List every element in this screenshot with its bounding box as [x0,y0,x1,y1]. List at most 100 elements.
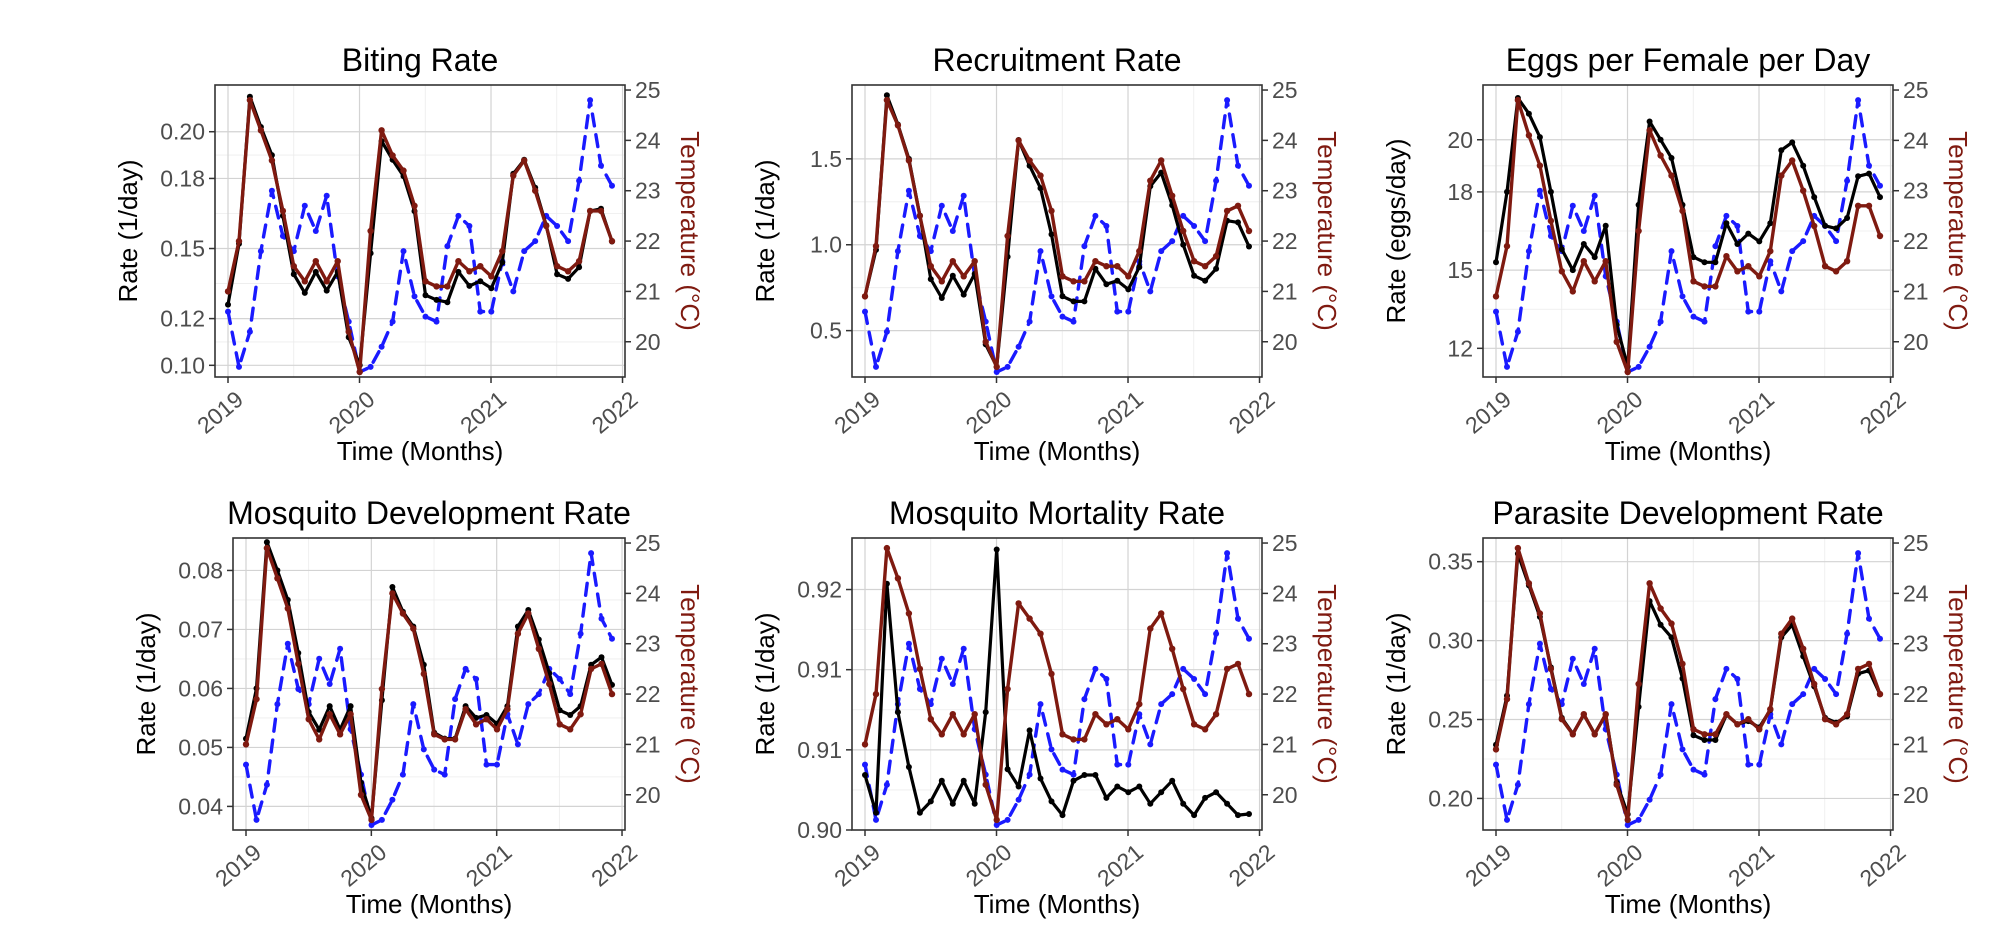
data-point [1635,816,1642,823]
y2-tick-label: 23 [635,178,661,204]
data-point [1679,746,1686,753]
data-point [1147,800,1154,807]
data-point [1756,726,1763,733]
data-point [483,761,490,768]
data-point [1103,263,1110,270]
data-point [1493,761,1499,768]
data-point [1767,220,1774,227]
y-tick-label: 0.90 [797,817,842,843]
y2-tick-label: 24 [1903,580,1929,606]
data-point [1212,711,1220,718]
data-point [1224,97,1231,104]
x-tick-label: 2022 [1855,386,1911,439]
data-point [1745,308,1752,315]
data-point [1767,258,1774,265]
data-point [1690,254,1697,261]
y2-tick-label: 22 [635,681,661,707]
data-point [862,308,868,315]
data-point [441,736,448,743]
data-point [960,731,967,738]
data-point [477,278,484,285]
data-point [567,691,574,698]
data-point [1070,777,1077,784]
data-point [472,721,480,728]
data-point [1558,268,1566,275]
data-point [514,741,521,748]
data-point [1536,134,1543,141]
data-point [1811,665,1818,672]
data-point [326,681,333,687]
data-point [367,363,374,370]
data-point [1504,188,1510,195]
data-point [1657,621,1664,628]
data-point [1191,676,1198,682]
data-point [916,233,923,239]
data-point [1191,272,1198,279]
data-point [295,660,302,668]
data-point [312,258,319,265]
data-point [378,685,386,693]
data-point [916,686,923,692]
y-tick-label: 0.20 [160,119,205,145]
data-point [960,192,967,199]
data-point [466,223,473,229]
data-point [1015,137,1022,144]
data-point [535,645,542,652]
x-tick-label: 2020 [961,386,1017,439]
data-point [1778,630,1785,637]
data-point [1547,217,1555,225]
data-point [588,550,595,557]
data-point [1635,680,1642,688]
chart-title: Biting Rate [342,42,499,78]
data-point [1180,212,1187,219]
data-point [1026,615,1033,622]
data-point [1147,741,1154,748]
data-point [444,299,451,306]
data-point [927,716,934,723]
data-point [1246,182,1252,189]
series-line-temperature [1494,98,1882,374]
plot-background [1483,538,1893,830]
x-tick-label: 2019 [829,839,885,892]
plot-frame [1482,84,1894,378]
data-point [521,157,528,164]
data-point [1136,711,1143,718]
data-point [1547,686,1554,692]
data-point [1015,600,1022,607]
data-point [1191,812,1198,819]
data-point [1125,308,1132,315]
data-point [1525,580,1533,587]
data-point [1580,228,1587,234]
data-point [1180,227,1187,235]
data-point [1789,701,1796,708]
data-point [554,223,561,229]
data-point [1147,625,1154,632]
data-point [1514,328,1521,335]
y2-tick-label: 25 [1272,77,1298,103]
data-point [323,192,330,199]
data-point [894,248,901,255]
data-point [510,288,517,295]
data-point [326,711,333,718]
data-point [1180,800,1187,807]
data-point [1081,278,1088,285]
y-axis-label: Rate (1/day) [750,159,780,302]
data-point [1514,544,1522,552]
data-point [323,287,330,294]
data-point [312,228,319,234]
y2-tick-label: 20 [1272,782,1298,808]
data-point [993,369,1000,375]
data-point [1103,676,1110,682]
data-point [916,665,924,673]
data-point [1158,701,1165,708]
y-axis-label: Rate (1/day) [1381,612,1411,755]
data-point [577,711,584,718]
data-point [1668,172,1675,179]
data-point [1092,711,1099,718]
data-point [1136,264,1143,271]
data-point [883,96,891,104]
data-point [290,271,297,278]
data-point [334,258,341,265]
y2-tick-label: 25 [1903,530,1929,556]
